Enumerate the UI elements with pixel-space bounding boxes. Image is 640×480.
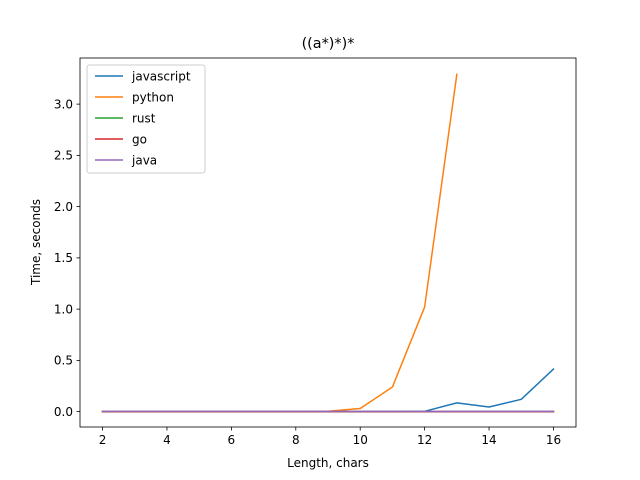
x-tick-label: 14 xyxy=(481,433,496,447)
x-tick-label: 10 xyxy=(353,433,368,447)
x-axis-label: Length, chars xyxy=(287,456,369,470)
y-tick-label: 1.5 xyxy=(54,251,73,265)
x-axis: 2 4 6 8 10 12 14 16 xyxy=(99,427,561,447)
legend-label-go: go xyxy=(132,132,147,146)
y-tick-label: 2.5 xyxy=(54,149,73,163)
x-tick-label: 16 xyxy=(546,433,561,447)
legend-label-javascript: javascript xyxy=(131,69,191,83)
legend-label-java: java xyxy=(131,153,157,167)
x-tick-label: 2 xyxy=(99,433,107,447)
y-tick-label: 3.0 xyxy=(54,97,73,111)
y-tick-label: 0.5 xyxy=(54,354,73,368)
legend-label-python: python xyxy=(132,90,174,104)
y-tick-label: 2.0 xyxy=(54,200,73,214)
legend-box xyxy=(86,64,206,174)
x-tick-label: 12 xyxy=(417,433,432,447)
x-tick-label: 6 xyxy=(228,433,236,447)
legend: javascript python rust go java xyxy=(86,64,206,174)
x-tick-label: 8 xyxy=(292,433,300,447)
x-tick-label: 4 xyxy=(163,433,171,447)
chart-title: ((a*)*)* xyxy=(302,36,355,52)
plot-area xyxy=(79,57,577,428)
y-tick-label: 0.0 xyxy=(54,405,73,419)
y-axis-label: Time, seconds xyxy=(29,199,43,286)
y-axis: 0.0 0.5 1.0 1.5 2.0 2.5 3.0 xyxy=(54,97,80,419)
plot-frame xyxy=(79,57,577,428)
legend-label-rust: rust xyxy=(132,111,156,125)
y-tick-label: 1.0 xyxy=(54,302,73,316)
